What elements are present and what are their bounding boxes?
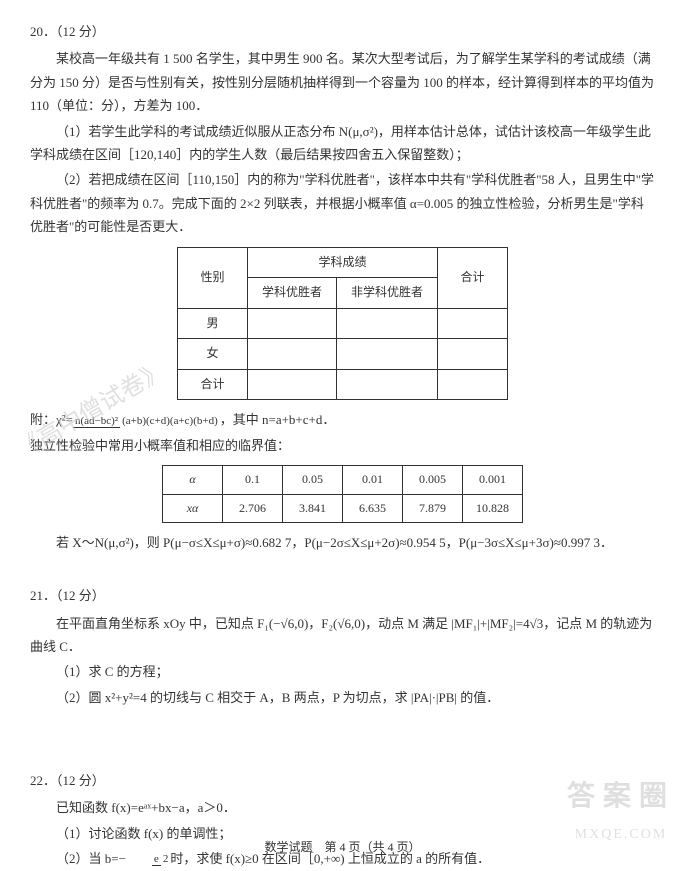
cell-female-total [438,339,508,370]
problem-22-header: 22．（12 分） [30,769,655,792]
watermark-chars: 答案圈 [567,771,675,821]
ct-r1c4: 0.01 [343,466,403,495]
ct-r2c1: xα [163,494,223,523]
ct-r2c6: 10.828 [463,494,523,523]
problem-22-number: 22． [30,773,56,788]
problem-21-q1: （1）求 C 的方程； [30,660,655,683]
row-male-label: 男 [177,308,247,339]
ct-r1c1: α [163,466,223,495]
ct-r1c2: 0.1 [223,466,283,495]
th-nonwinner: 非学科优胜者 [337,278,438,309]
problem-20-number: 20． [30,24,56,39]
ct-r1c6: 0.001 [463,466,523,495]
problem-21-body: 在平面直角坐标系 xOy 中，已知点 F₁(−√6,0)，F₂(√6,0)，动点… [30,612,655,659]
contingency-table: 性别 学科成绩 合计 学科优胜者 非学科优胜者 男 女 合计 [177,247,508,401]
ct-r1c5: 0.005 [403,466,463,495]
cell-female-winner [247,339,336,370]
formula-prefix: 附：χ²= [30,412,73,427]
problem-21-header: 21．（12 分） [30,584,655,607]
ct-r2c4: 6.635 [343,494,403,523]
chi-square-formula: 附：χ²=n(ad−bc)²(a+b)(c+d)(a+c)(b+d)，其中 n=… [30,408,655,431]
critical-label: 独立性检验中常用小概率值和相应的临界值： [30,434,655,457]
th-score: 学科成绩 [247,247,437,278]
cell-total-nonwinner [337,369,438,400]
cell-total-winner [247,369,336,400]
critical-value-table: α 0.1 0.05 0.01 0.005 0.001 xα 2.706 3.8… [162,465,523,523]
th-total: 合计 [438,247,508,308]
problem-20-q2: （2）若把成绩在区间［110,150］内的称为"学科优胜者"，该样本中共有"学科… [30,168,655,238]
problem-21: 21．（12 分） 在平面直角坐标系 xOy 中，已知点 F₁(−√6,0)，F… [30,584,655,709]
problem-21-q2: （2）圆 x²+y²=4 的切线与 C 相交于 A，B 两点，P 为切点，求 |… [30,686,655,709]
problem-20-q1: （1）若学生此学科的考试成绩近似服从正态分布 N(μ,σ²)，用样本估计总体，试… [30,120,655,167]
ct-r2c2: 2.706 [223,494,283,523]
cell-total-total [438,369,508,400]
normal-distribution-note: 若 X～N(μ,σ²)，则 P(μ−σ≤X≤μ+σ)≈0.682 7，P(μ−2… [30,531,655,556]
problem-22-points: （12 分） [56,773,105,788]
problem-20-body: 某校高一年级共有 1 500 名学生，其中男生 900 名。某次大型考试后，为了… [30,47,655,117]
problem-22-body: 已知函数 f(x)=eᵃˣ+bx−a，a＞0． [30,796,655,819]
ct-r2c3: 3.841 [283,494,343,523]
bottom-right-watermark: 答案圈 MXQE.COM [567,771,675,847]
problem-20-points: （12 分） [56,24,105,39]
cell-female-nonwinner [337,339,438,370]
cell-male-total [438,308,508,339]
th-gender: 性别 [177,247,247,308]
row-total-label: 合计 [177,369,247,400]
cell-male-winner [247,308,336,339]
problem-20-header: 20．（12 分） [30,20,655,43]
formula-numerator: n(ad−bc)² [73,415,120,428]
ct-r1c3: 0.05 [283,466,343,495]
formula-fraction: n(ad−bc)²(a+b)(c+d)(a+c)(b+d) [73,412,220,432]
th-winner: 学科优胜者 [247,278,336,309]
problem-21-points: （12 分） [56,588,105,603]
row-female-label: 女 [177,339,247,370]
problem-20: 20．（12 分） 某校高一年级共有 1 500 名学生，其中男生 900 名。… [30,20,655,556]
watermark-url: MXQE.COM [567,822,675,847]
formula-denominator: (a+b)(c+d)(a+c)(b+d) [120,415,220,427]
formula-suffix: ，其中 n=a+b+c+d． [220,412,336,427]
cell-male-nonwinner [337,308,438,339]
problem-21-number: 21． [30,588,56,603]
ct-r2c5: 7.879 [403,494,463,523]
